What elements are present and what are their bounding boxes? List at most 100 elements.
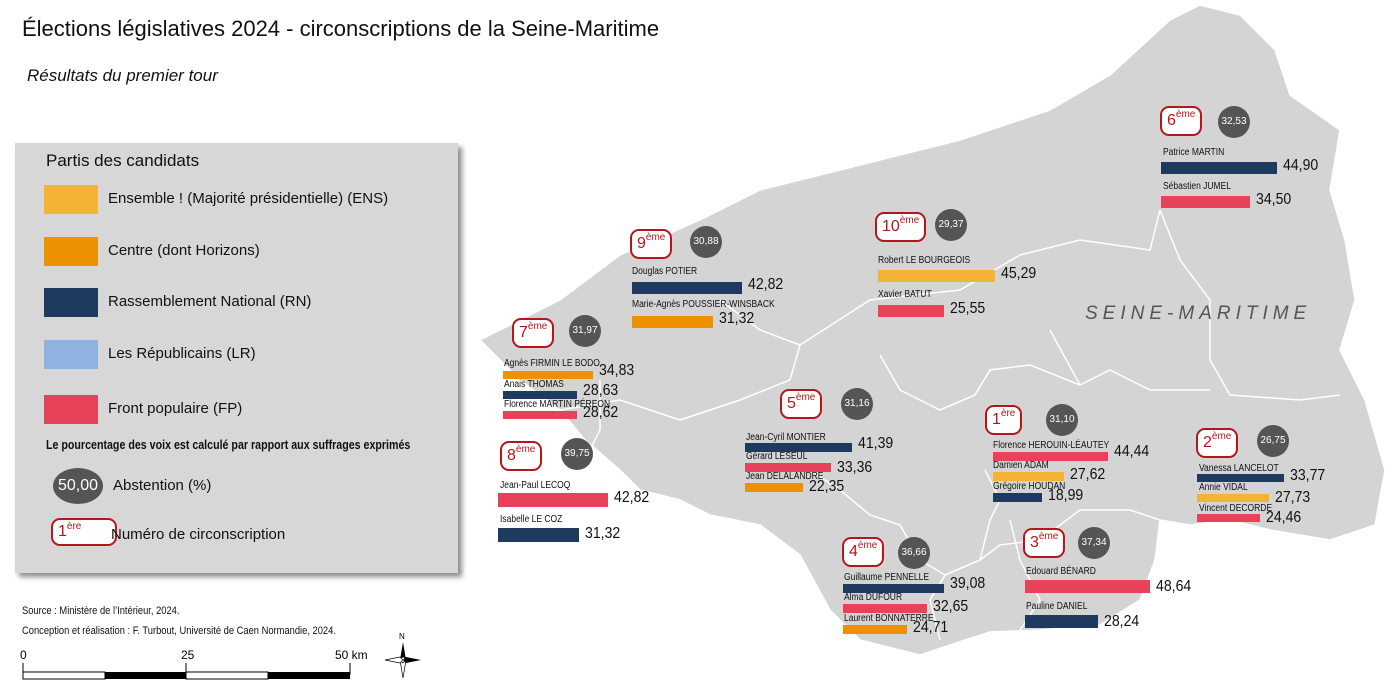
badge-district-2: 2ème [1196,428,1239,458]
result-score: 34,83 [598,362,635,379]
abstention-district-6: 32,53 [1218,106,1250,138]
region-label: SEINE-MARITIME [1085,303,1312,324]
badge-district-7: 7ème [512,318,555,348]
result-bar [1197,494,1269,502]
candidate-name: Robert LE BOURGEOIS [878,255,971,266]
result-score: 33,77 [1290,467,1326,484]
legend-note: Le pourcentage des voix est calculé par … [46,437,411,452]
district-sup: ème [899,215,920,226]
badge-district-1: 1ère [985,405,1023,435]
abstention-district-5: 31,16 [841,388,873,420]
candidate-name: Patrice MARTIN [1163,147,1225,158]
candidate-name: Laurent BONNATERRE [844,613,934,624]
district-sup: ème [527,321,548,332]
result-bar [1161,196,1250,208]
candidate-name: Anais THOMAS [504,379,564,390]
abstention-example-circle: 50,00 [53,468,103,504]
badge-district-6: 6ème [1160,106,1203,136]
result-score: 33,36 [837,459,873,476]
result-score: 25,55 [949,300,986,317]
abstention-district-3: 37,34 [1078,527,1110,559]
legend-label-rn: Rassemblement National (RN) [108,293,312,310]
abstention-district-8: 39,75 [561,438,593,470]
candidate-name: Gérard LESEUL [746,451,808,462]
abstention-district-1: 31,10 [1046,404,1078,436]
legend-label-centre: Centre (dont Horizons) [108,242,260,259]
candidate-name: Edouard BÉNARD [1026,566,1096,577]
result-bar [1025,615,1098,628]
district-sup: ème [1175,109,1196,120]
result-bar [498,528,579,542]
district-num: 4 [849,543,858,560]
legend-panel: Partis des candidats Ensemble ! (Majorit… [15,143,458,573]
result-score: 28,62 [582,404,619,421]
district-num: 8 [507,447,516,464]
candidate-name: Florence HEROUIN-LÉAUTEY [993,440,1110,451]
district-num: 1 [992,411,1001,428]
candidate-name: Xavier BATUT [878,289,932,300]
result-bar [843,584,944,593]
candidate-name: Isabelle LE COZ [500,514,563,525]
badge-district-4: 4ème [842,537,885,567]
result-score: 27,73 [1274,489,1310,506]
abstention-label: Abstention (%) [113,477,212,494]
legend-label-ens: Ensemble ! (Majorité présidentielle) (EN… [108,190,389,207]
abstention-district-4: 36,66 [898,537,930,569]
scale-label-0: 0 [20,648,27,662]
result-score: 44,44 [1113,443,1149,460]
result-bar [1161,162,1277,174]
result-bar [745,483,803,492]
result-bar [878,305,944,317]
scale-bar: 0 25 50 km [20,648,368,680]
department-shape [478,4,1386,656]
result-bar [503,411,577,419]
abstention-district-9: 30,88 [690,226,722,258]
candidate-name: Jean DELALANDRE [746,471,824,482]
result-score: 42,82 [748,276,784,293]
circ-example-num: 1 [58,523,67,540]
candidate-name: Pauline DANIEL [1026,601,1088,612]
candidate-name: Alma DUFOUR [844,592,903,603]
result-score: 24,46 [1266,509,1302,526]
district-num: 7 [519,324,528,341]
badge-district-10: 10ème [875,212,927,242]
result-bar [993,452,1108,461]
candidate-name: Marie-Agnès POUSSIER-WINSBACK [632,299,775,310]
result-bar [503,371,593,379]
result-bar [1197,474,1285,482]
district-sup: ème [645,232,666,243]
source-text: Source : Ministère de l’Intérieur, 2024. [22,605,180,617]
candidate-name: Douglas POTIER [632,266,698,277]
legend-swatch-rn [44,288,98,317]
candidate-name: Vanessa LANCELOT [1199,463,1279,474]
map-title: Élections législatives 2024 - circonscri… [22,16,660,41]
circ-example-sup: ère [66,521,82,532]
result-score: 44,90 [1282,157,1319,174]
north-label: N [399,632,405,641]
candidate-name: Jean-Cyril MONTIER [746,432,826,443]
abstention-district-2: 26,75 [1257,425,1289,457]
candidate-name: Jean-Paul LECOQ [500,480,571,491]
result-score: 42,82 [614,489,650,506]
north-arrow-icon: N [384,632,421,679]
legend-label-fp: Front populaire (FP) [108,400,243,417]
district-num: 9 [637,235,646,252]
badge-district-8: 8ème [500,441,543,471]
legend-label-lr: Les Républicains (LR) [108,345,256,362]
abstention-district-7: 31,97 [569,315,601,347]
result-score: 32,65 [933,598,969,615]
result-score: 24,71 [912,619,948,636]
district-sup: ème [857,540,878,551]
result-score: 31,32 [718,310,755,327]
result-bar [632,316,713,328]
result-score: 31,32 [584,525,621,542]
result-bar [993,472,1065,481]
result-score: 28,63 [582,382,619,399]
candidate-name: Annie VIDAL [1199,482,1248,493]
district-num: 10 [882,218,900,235]
district-sup: ème [1038,531,1059,542]
result-bar [993,493,1042,502]
map-subtitle: Résultats du premier tour [27,66,218,85]
result-bar [878,270,995,282]
district-sup: ème [1211,431,1232,442]
